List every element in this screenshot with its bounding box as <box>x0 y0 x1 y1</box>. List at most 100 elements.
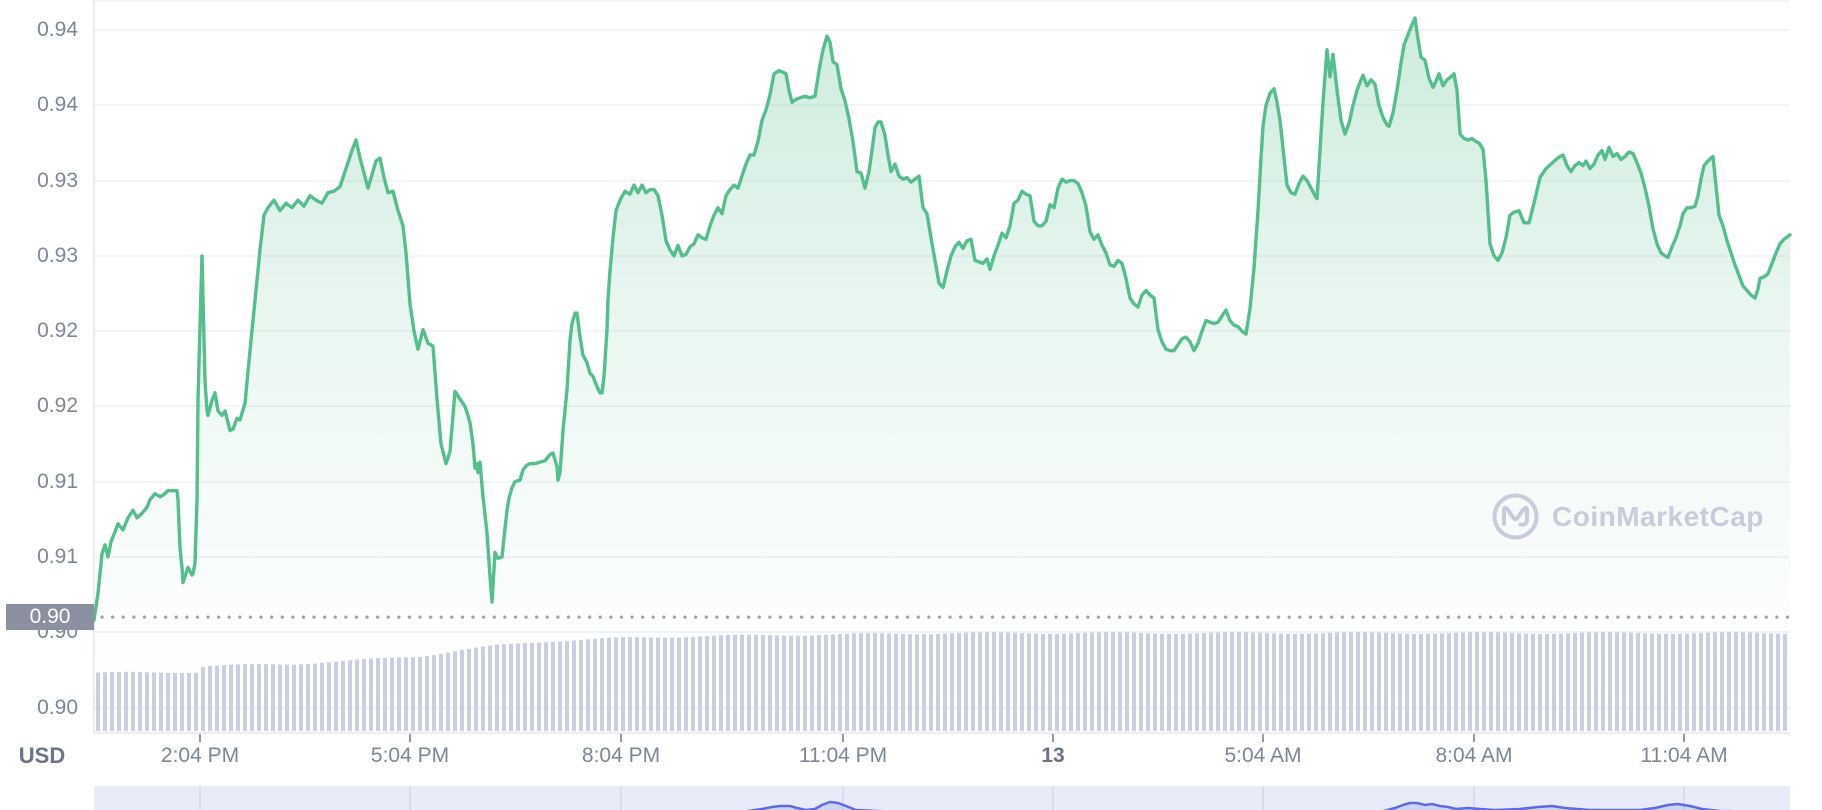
volume-bar <box>1349 632 1353 731</box>
volume-bar <box>397 657 401 731</box>
volume-bar <box>250 664 254 731</box>
volume-bar <box>187 672 191 731</box>
volume-bar <box>1692 633 1696 731</box>
volume-bar <box>824 634 828 731</box>
volume-bar <box>691 636 695 731</box>
volume-bar <box>747 634 751 731</box>
volume-bar <box>915 634 919 731</box>
volume-bar <box>1601 632 1605 731</box>
volume-bar <box>922 634 926 731</box>
volume-bar <box>474 647 478 731</box>
volume-bar <box>1468 632 1472 731</box>
volume-bar <box>684 637 688 731</box>
volume-bar <box>866 633 870 731</box>
volume-bar <box>1328 632 1332 731</box>
volume-bar <box>558 641 562 731</box>
volume-bar <box>530 643 534 731</box>
volume-bar <box>222 665 226 731</box>
volume-bar <box>901 633 905 731</box>
volume-bar <box>1657 633 1661 731</box>
volume-bar <box>285 664 289 731</box>
volume-bar <box>1482 632 1486 731</box>
volume-bar <box>1076 633 1080 731</box>
volume-bar <box>439 653 443 731</box>
volume-bar <box>334 661 338 731</box>
currency-unit-label: USD <box>18 743 66 768</box>
volume-bar <box>278 664 282 731</box>
volume-bar <box>1181 633 1185 731</box>
volume-bar <box>887 633 891 731</box>
volume-bar <box>1314 633 1318 731</box>
volume-bar <box>1090 632 1094 731</box>
volume-bar <box>1755 632 1759 731</box>
volume-bar <box>1713 632 1717 731</box>
volume-bar <box>509 643 513 731</box>
volume-bar <box>544 642 548 731</box>
volume-bar <box>1132 632 1136 731</box>
price-area-fill <box>94 18 1790 734</box>
volume-bar <box>243 664 247 731</box>
volume-bar <box>369 658 373 731</box>
volume-bar <box>1216 632 1220 731</box>
volume-bar <box>971 632 975 731</box>
volume-bar <box>1265 633 1269 731</box>
volume-bar <box>1538 633 1542 731</box>
volume-bar <box>1160 633 1164 731</box>
volume-bar <box>943 633 947 731</box>
volume-bar <box>502 644 506 731</box>
volume-bar <box>1209 632 1213 731</box>
volume-bar <box>1517 633 1521 731</box>
volume-bar <box>1734 632 1738 731</box>
volume-bar <box>96 672 100 731</box>
volume-bar <box>663 637 667 731</box>
volume-bar <box>1335 632 1339 731</box>
volume-bar <box>1475 632 1479 731</box>
volume-bar <box>1258 632 1262 731</box>
volume-bar <box>586 639 590 731</box>
volume-bar <box>1440 633 1444 731</box>
volume-bar <box>1153 633 1157 731</box>
volume-bar <box>1587 632 1591 731</box>
volume-bar <box>1510 632 1514 731</box>
volume-bar <box>754 634 758 731</box>
volume-bar <box>124 671 128 731</box>
volume-bar <box>1748 632 1752 731</box>
volume-bar <box>761 634 765 731</box>
volume-bar <box>460 650 464 731</box>
volume-bar <box>999 632 1003 731</box>
navigator-preview-line <box>745 800 1738 810</box>
volume-bar <box>1167 633 1171 731</box>
volume-bar <box>1013 632 1017 731</box>
volume-bar <box>1321 633 1325 731</box>
volume-bar <box>600 638 604 731</box>
volume-bar <box>845 633 849 731</box>
volume-bar <box>1083 632 1087 731</box>
y-axis-label: 0.93 <box>37 169 78 192</box>
volume-bar <box>215 665 219 731</box>
y-axis-label: 0.94 <box>37 18 78 41</box>
volume-bar <box>908 634 912 731</box>
x-axis-tick-label: 8:04 PM <box>581 744 661 767</box>
volume-bar <box>1776 633 1780 731</box>
volume-bar <box>642 637 646 731</box>
volume-bar <box>670 637 674 731</box>
volume-bar <box>1622 632 1626 731</box>
volume-bar <box>1706 632 1710 731</box>
volume-bar <box>950 633 954 731</box>
volume-bar <box>1279 633 1283 731</box>
volume-bar <box>1405 633 1409 731</box>
volume-bar <box>1573 633 1577 731</box>
volume-bar <box>1720 632 1724 731</box>
volume-bar <box>1699 632 1703 731</box>
volume-bar <box>1195 633 1199 731</box>
range-navigator[interactable] <box>94 786 1790 810</box>
volume-bar <box>593 638 597 731</box>
volume-bar <box>803 635 807 731</box>
volume-bar <box>173 673 177 731</box>
volume-bar <box>131 671 135 731</box>
x-axis-tick-label: 8:04 AM <box>1435 744 1513 767</box>
volume-bar <box>201 667 205 731</box>
volume-bar <box>1671 633 1675 731</box>
volume-bar <box>418 656 422 731</box>
